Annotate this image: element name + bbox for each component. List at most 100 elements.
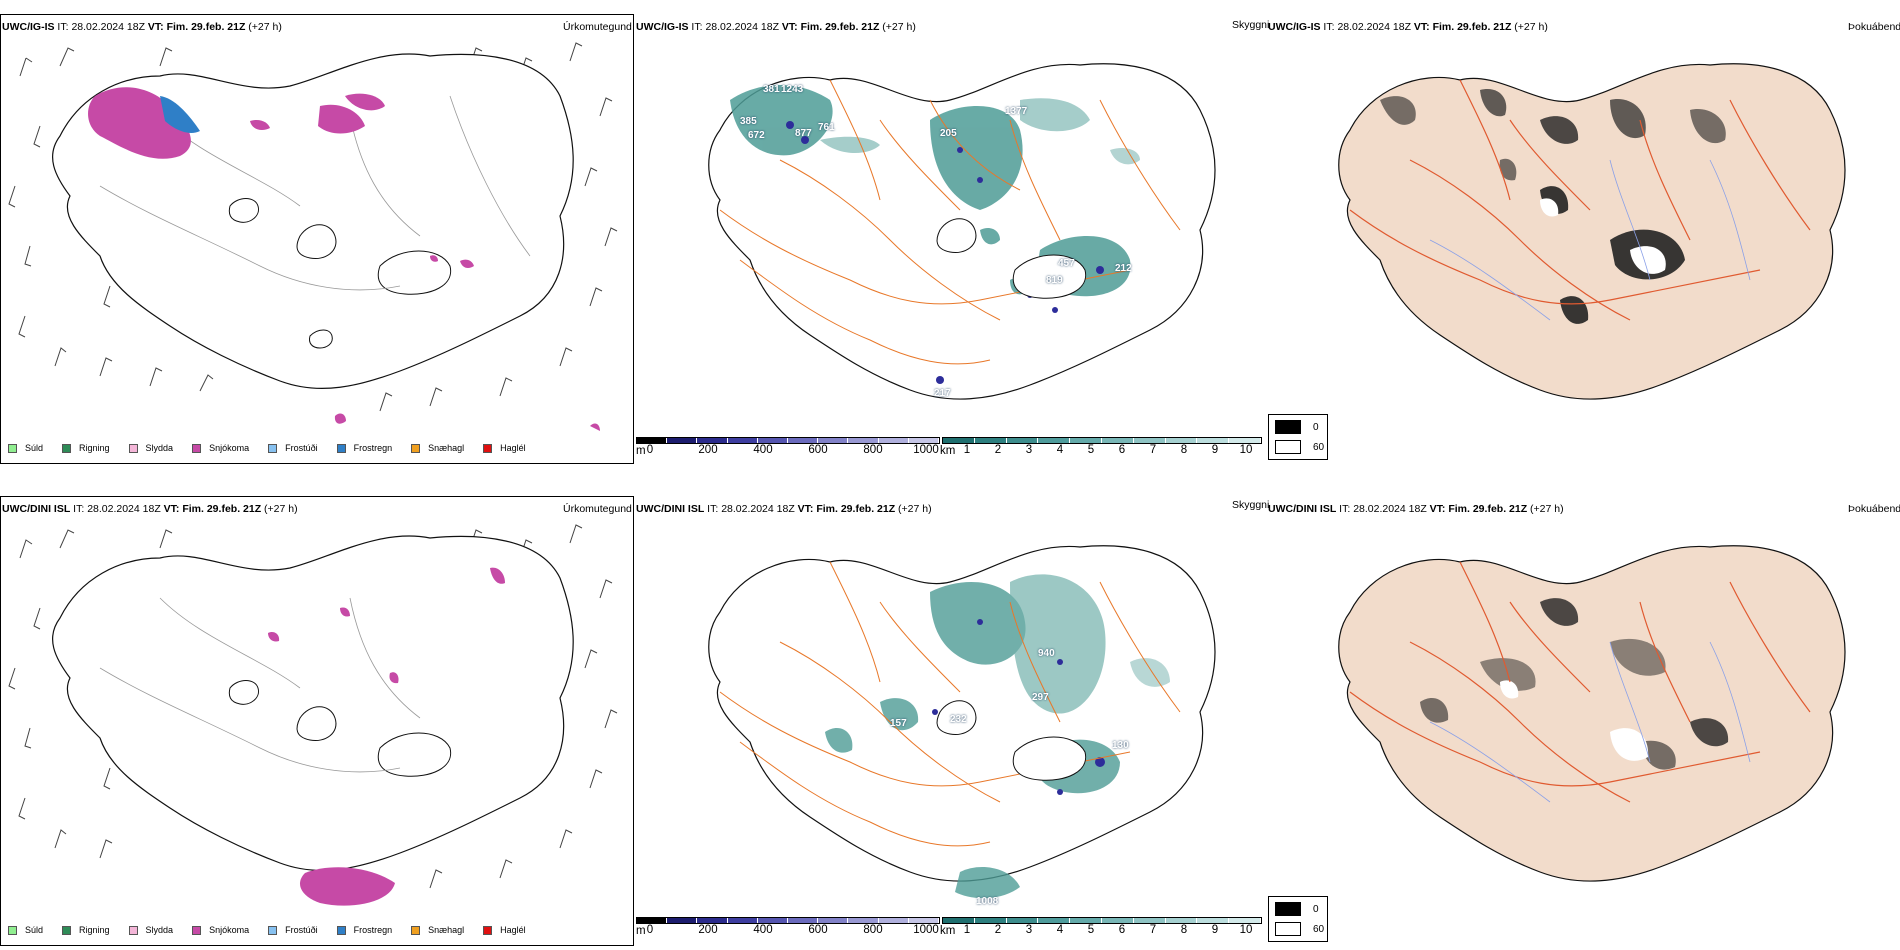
visibility-value: 819 [1046,275,1063,286]
visibility-colorbar [942,437,1262,444]
tick: 10 [1239,924,1253,936]
legend-swatch [192,925,202,935]
it-label: IT: [73,503,85,515]
legend-label: Frostregn [353,443,393,453]
model-name: UWC/DINI ISL [1268,503,1337,515]
visibility-value: 385 [740,116,757,127]
legend-swatch [336,443,346,453]
legend-item: Rigning [62,443,110,453]
legend-swatch [268,925,278,935]
legend-item: Slydda [128,925,173,935]
tick: 7 [1149,444,1157,456]
tick: 4 [1056,924,1064,936]
visibility-value: 381 [763,84,780,95]
it-value: 28.02.2024 18Z [71,21,145,33]
tick: 200 [698,444,718,456]
ceiling-colorbar [636,437,940,444]
ceiling-scale-dini: 0 200 400 600 800 1000 m [636,917,940,938]
lead-time: (+27 h) [264,503,298,515]
vt-value: Fim. 29.feb. 21Z [816,503,896,515]
legend-item: Frostregn [336,443,393,453]
ceiling-ticks: 0 200 400 600 800 1000 [636,924,940,938]
fog-legend-swatch [1275,420,1301,434]
legend-label: Frostúði [285,443,318,453]
visibility-value: 672 [748,130,765,141]
fog-legend-label: 60 [1313,923,1325,935]
vt-label: VT: [163,503,180,515]
legend-label: Súld [25,925,44,935]
tick: 800 [863,924,883,936]
glaciers [228,680,452,777]
it-label: IT: [1323,21,1335,33]
cloud-panel-title-igis: UWC/IG-IS IT: 28.02.2024 18Z VT: Fim. 29… [636,20,916,34]
lead-time: (+27 h) [1530,503,1564,515]
ptype-panel-label-igis: Úrkomutegund [563,21,632,33]
legend-label: Snæhagl [428,925,465,935]
cloud-panel-title-dini: UWC/DINI ISL IT: 28.02.2024 18Z VT: Fim.… [636,502,932,516]
legend-label: Súld [25,443,44,453]
visibility-ticks: 1 2 3 4 5 6 7 8 9 10 [942,444,1262,458]
tick: 2 [994,924,1002,936]
it-label: IT: [1339,503,1351,515]
visibility-value: 761 [818,122,835,133]
visibility-unit: km [940,925,956,937]
visibility-scale-igis: 1 2 3 4 5 6 7 8 9 10 km [940,437,1262,458]
legend-item: Rigning [62,925,110,935]
legend-swatch [8,443,17,453]
legend-swatch [336,925,346,935]
legend-item: Snæhagl [411,925,464,935]
lead-time: (+27 h) [1514,21,1548,33]
legend-swatch [62,443,72,453]
tick: 3 [1025,444,1033,456]
model-name: UWC/DINI ISL [2,503,71,515]
fog-panel-label-dini: Þokuábendi [1848,503,1900,515]
fog-legend-row: 60 [1275,440,1324,454]
visibility-value: 1243 [781,84,804,95]
fog-legend-swatch [1275,922,1301,936]
legend-label: Haglél [500,443,526,453]
it-label: IT: [57,21,69,33]
rivers-blue [1429,159,1751,321]
legend-item: Snæhagl [411,443,464,453]
visibility-value: 217 [934,388,951,399]
legend-swatch [8,925,17,935]
roads-red [1349,561,1811,803]
legend-item: Frostúði [268,925,318,935]
legend-label: Snæhagl [428,443,465,453]
visibility-scale-dini: 1 2 3 4 5 6 7 8 9 10 km [940,917,1262,938]
visibility-value: 1008 [976,896,999,907]
fog-panel-title-igis: UWC/IG-IS IT: 28.02.2024 18Z VT: Fim. 29… [1268,20,1548,34]
fog-panel-label-igis: Þokuábendi [1848,21,1900,33]
legend-swatch [268,443,278,453]
ptype-map-frame [0,14,634,464]
legend-swatch [411,443,421,453]
legend-swatch [411,925,421,935]
visibility-value: 940 [1038,648,1055,659]
ptype-panel-igis [0,14,634,464]
tick: 5 [1087,924,1095,936]
fog-legend-row: 60 [1275,922,1324,936]
legend-swatch [128,925,138,935]
fog-panel-title-dini: UWC/DINI ISL IT: 28.02.2024 18Z VT: Fim.… [1268,502,1564,516]
legend-item: Súld [8,443,43,453]
ptype-map-igis [8,42,618,431]
tick: 0 [646,924,654,936]
tick: 600 [808,924,828,936]
visibility-value: 232 [950,714,967,725]
tick: 0 [646,444,654,456]
tick: 3 [1025,924,1033,936]
fog-legend-swatch [1275,902,1301,916]
legend-item: Súld [8,925,43,935]
legend-item: Snjókoma [192,925,249,935]
tick: 400 [753,924,773,936]
it-value: 28.02.2024 18Z [1353,503,1427,515]
model-name: UWC/IG-IS [636,21,689,33]
legend-item: Snjókoma [192,443,249,453]
fog-white-areas [1540,198,1666,274]
lead-time: (+27 h) [248,21,282,33]
rivers-blue [1429,641,1751,803]
it-value: 28.02.2024 18Z [87,503,161,515]
it-value: 28.02.2024 18Z [705,21,779,33]
tick: 6 [1118,924,1126,936]
tick: 600 [808,444,828,456]
